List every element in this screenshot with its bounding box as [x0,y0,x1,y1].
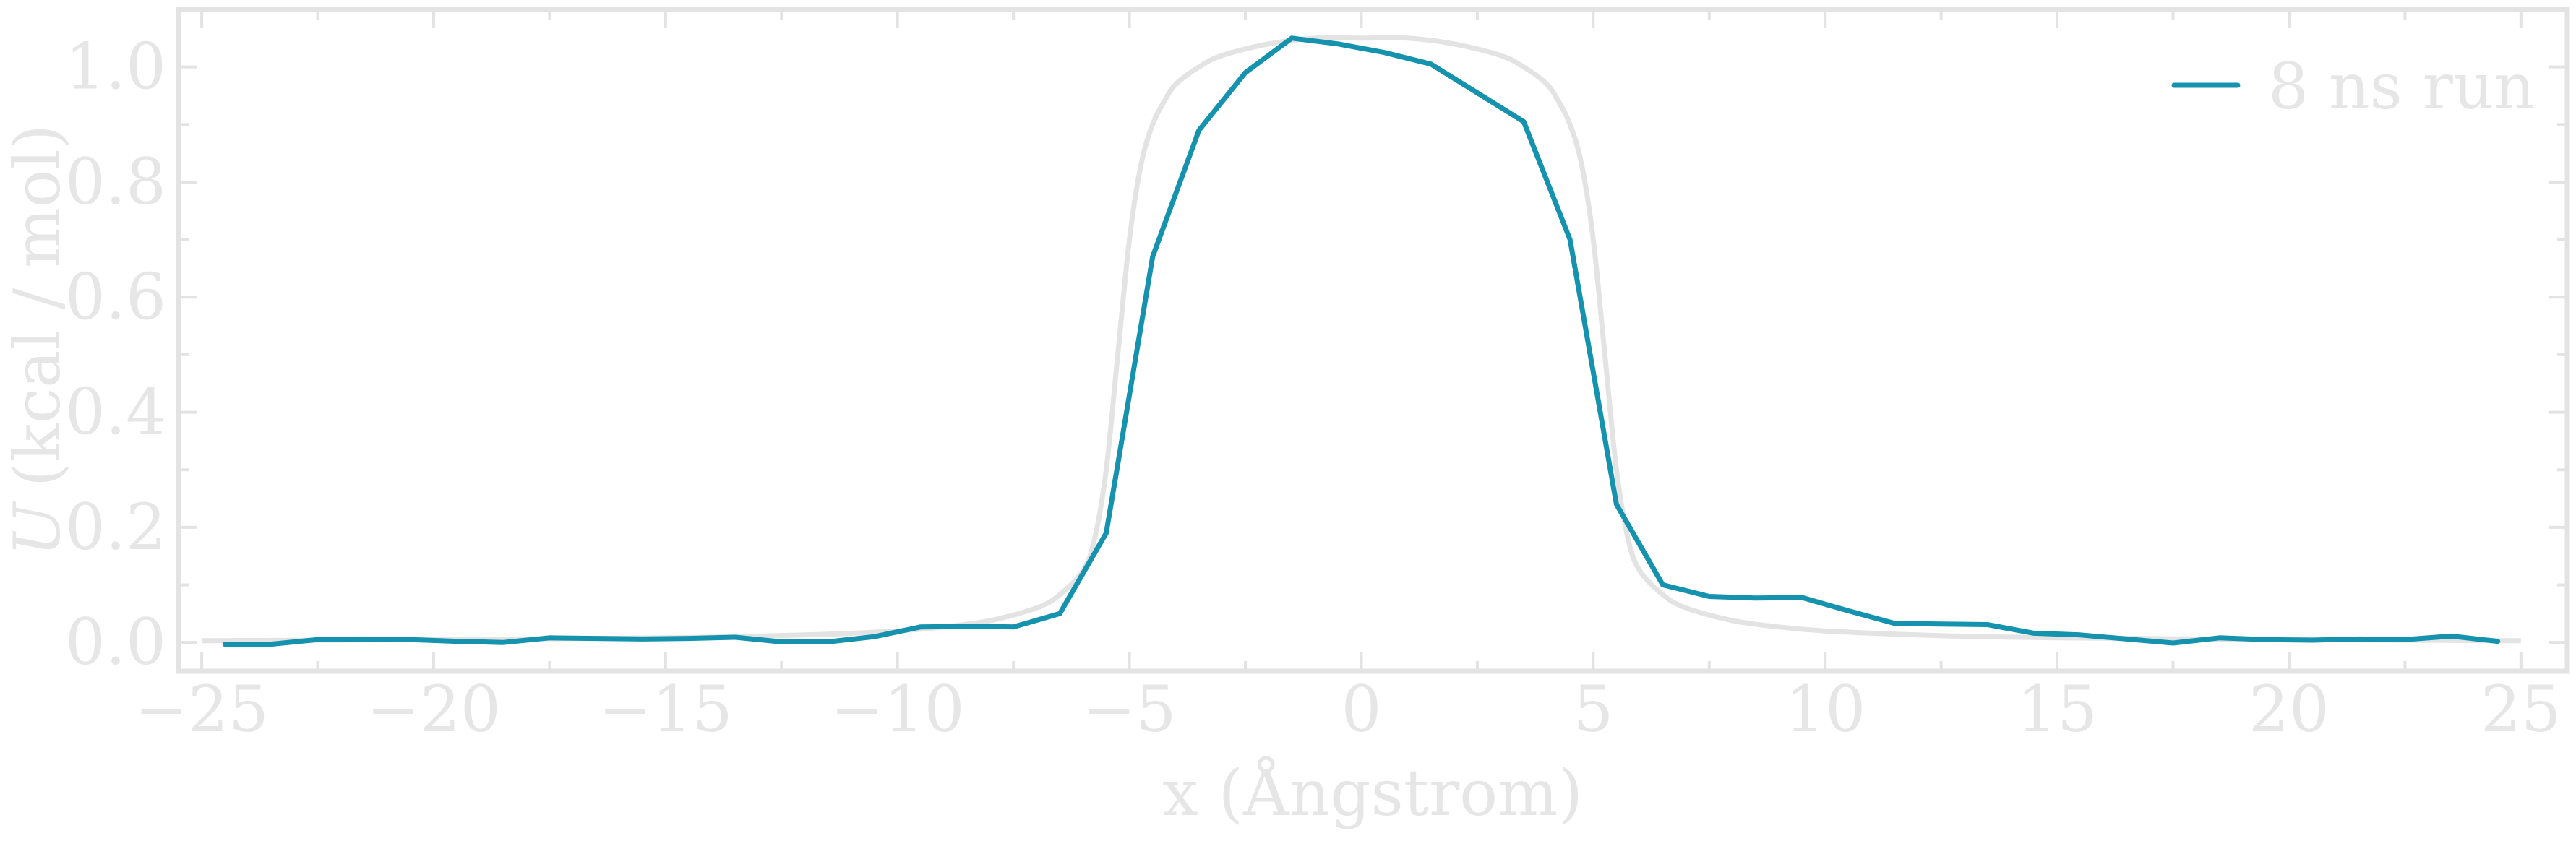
x-tick-label: −5 [1083,672,1177,746]
plot-frame [176,7,2570,674]
tick-labels: −25 −20 −15 −10 −5 0 5 10 15 20 25 0.0 0.2 0.4 0.6 0.8 1… [65,30,2562,746]
y-axis-symbol: U [0,501,74,556]
legend-label: 8 ns run [2268,49,2535,124]
reference-curve [202,35,2521,644]
y-tick-label: 0.8 [65,145,166,219]
y-tick-label: 0.0 [65,605,166,679]
axis-ticks [179,9,2567,671]
x-tick-label: 0 [1341,672,1381,746]
y-axis-title: U (kcal / mol) [0,124,74,556]
y-tick-label: 0.4 [65,375,166,449]
x-tick-label: 15 [2017,672,2098,746]
y-tick-label: 1.0 [65,30,166,104]
x-tick-label: 20 [2249,672,2330,746]
y-axis-units: (kcal / mol) [0,124,74,487]
x-tick-label: 10 [1785,672,1866,746]
x-tick-label: −25 [134,672,269,746]
legend: 8 ns run [2171,49,2535,124]
x-tick-label: 25 [2481,672,2562,746]
y-tick-label: 0.2 [65,490,166,564]
series-line [222,35,2501,647]
x-tick-label: −15 [598,672,733,746]
x-tick-label: −10 [830,672,965,746]
series-group [222,35,2501,647]
x-axis-title: x (Ångstrom) [1162,756,1583,830]
x-tick-label: 5 [1573,672,1613,746]
x-tick-label: −20 [366,672,501,746]
y-tick-label: 0.6 [65,259,166,334]
